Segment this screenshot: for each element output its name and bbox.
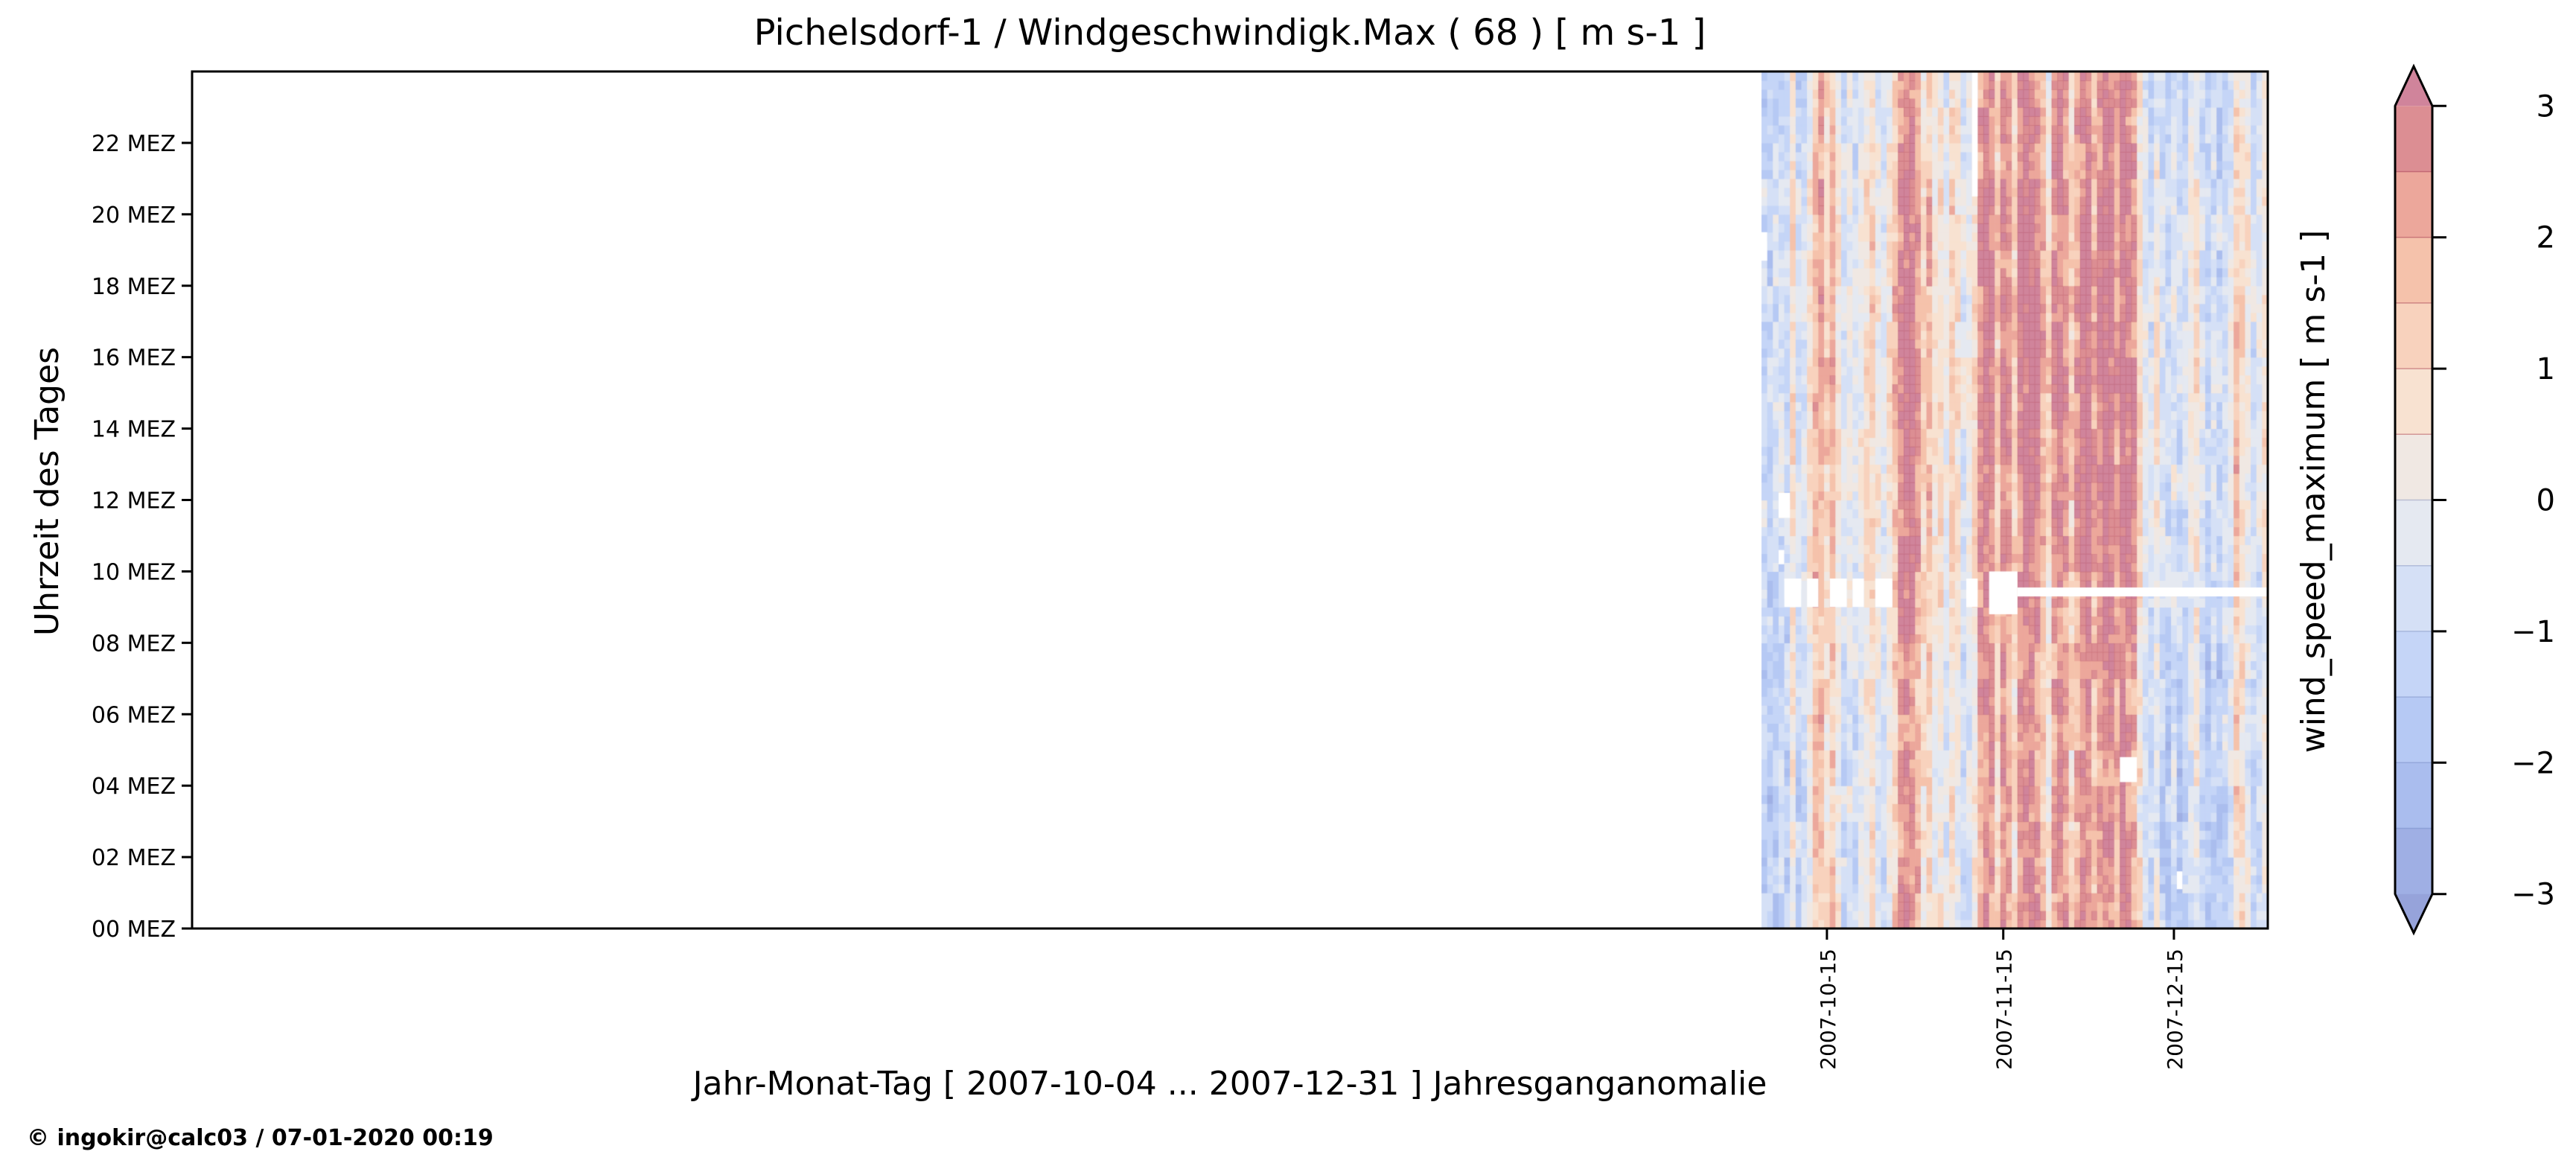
colorbar-segment: [2395, 762, 2432, 829]
colorbar-segment: [2395, 500, 2432, 567]
x-axis-label: Jahr-Monat-Tag [ 2007-10-04 ... 2007-12-…: [691, 1065, 1767, 1103]
colorbar-tick-label: 0: [2537, 484, 2555, 518]
y-tick-label: 00 MEZ: [92, 917, 176, 943]
x-tick-label: 2007-10-15: [1816, 949, 1840, 1070]
colorbar-segment: [2395, 369, 2432, 435]
colorbar-segment: [2395, 302, 2432, 369]
y-tick-label: 02 MEZ: [92, 845, 176, 871]
y-tick-label: 18 MEZ: [92, 274, 176, 300]
colorbar-label: wind_speed_maximum [ m s-1 ]: [2295, 230, 2333, 754]
x-axis-ticks: 2007-10-15 2007-11-15 2007-12-15: [1816, 928, 2187, 1070]
y-tick-label: 16 MEZ: [92, 345, 176, 372]
colorbar-segment: [2395, 631, 2432, 698]
y-tick-label: 20 MEZ: [92, 203, 176, 229]
y-tick-label: 14 MEZ: [92, 417, 176, 443]
colorbar-over-arrow: [2395, 66, 2432, 106]
y-axis-ticks: 00 MEZ 02 MEZ 04 MEZ 06 MEZ 08 MEZ 10 MEZ 12 M…: [92, 131, 192, 943]
colorbar-tick-label: 1: [2537, 352, 2555, 386]
colorbar-tick-label: −1: [2511, 615, 2555, 649]
x-tick-label: 2007-12-15: [2163, 949, 2187, 1070]
colorbar-segment: [2395, 171, 2432, 238]
colorbar-segment: [2395, 565, 2432, 632]
y-tick-label: 12 MEZ: [92, 488, 176, 515]
y-axis-label: Uhrzeit des Tages: [28, 347, 66, 636]
colorbar-tick-label: 2: [2537, 221, 2555, 255]
y-tick-label: 22 MEZ: [92, 131, 176, 157]
heatmap-canvas: [192, 71, 2268, 928]
colorbar-tick-label: −2: [2511, 746, 2555, 780]
y-tick-label: 04 MEZ: [92, 774, 176, 800]
colorbar-segment: [2395, 828, 2432, 895]
colorbar-segment: [2395, 434, 2432, 501]
colorbar-segment: [2395, 697, 2432, 763]
colorbar-under-arrow: [2395, 894, 2432, 933]
colorbar: 3 2 1 0 −1 −2 −3: [2394, 63, 2555, 936]
colorbar-tick-label: −3: [2511, 878, 2555, 912]
colorbar-tick-label: 3: [2537, 89, 2555, 124]
colorbar-segment: [2395, 106, 2432, 173]
colorbar-segment: [2395, 237, 2432, 304]
y-tick-label: 06 MEZ: [92, 702, 176, 728]
y-tick-label: 08 MEZ: [92, 631, 176, 657]
x-tick-label: 2007-11-15: [1992, 949, 2017, 1070]
y-tick-label: 10 MEZ: [92, 559, 176, 585]
copyright-text: © ingokir@calc03 / 07-01-2020 00:19: [27, 1125, 494, 1151]
colorbar-outline: [2394, 63, 2434, 936]
chart-title: Pichelsdorf-1 / Windgeschwindigk.Max ( 6…: [754, 12, 1706, 54]
